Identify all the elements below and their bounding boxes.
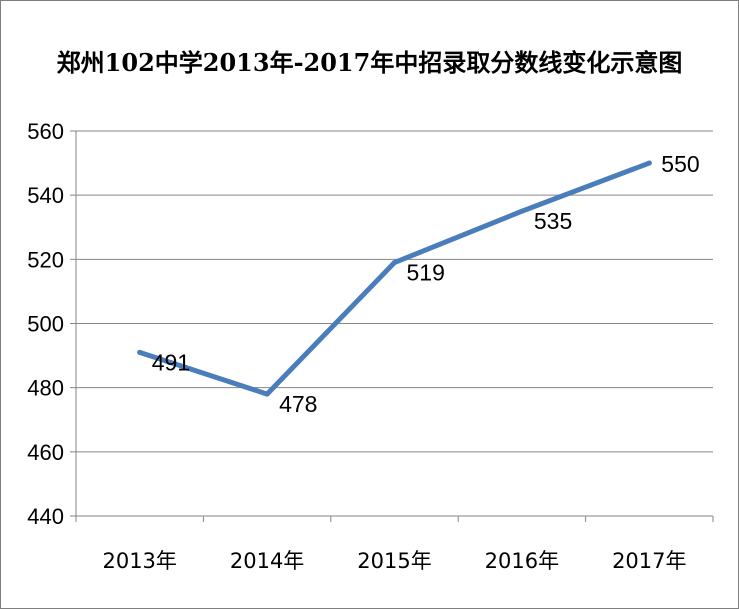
y-tick-label: 440 — [27, 504, 64, 529]
x-tick-label: 2013年 — [102, 549, 176, 573]
data-label: 519 — [407, 260, 445, 286]
chart-title: 郑州102中学2013年-2017年中招录取分数线变化示意图 — [56, 48, 683, 77]
x-tick-label: 2015年 — [357, 549, 431, 573]
y-tick-label: 560 — [27, 119, 64, 144]
series-line — [137, 160, 652, 397]
y-tick-label: 520 — [27, 247, 64, 272]
y-tick-label: 540 — [27, 183, 64, 208]
data-label: 478 — [279, 391, 317, 417]
y-tick-label: 460 — [27, 440, 64, 465]
x-tick-label: 2017年 — [612, 549, 686, 573]
data-label: 550 — [661, 151, 699, 177]
data-point — [519, 208, 525, 214]
x-tick-label: 2014年 — [230, 549, 304, 573]
data-point — [646, 160, 652, 166]
y-tick-label: 480 — [27, 376, 64, 401]
data-point — [392, 260, 397, 266]
y-tick-label: 500 — [27, 312, 64, 337]
data-point — [264, 391, 270, 397]
x-tick-label: 2016年 — [485, 549, 559, 573]
data-label: 535 — [534, 208, 572, 234]
data-label: 491 — [152, 349, 190, 375]
data-point — [137, 349, 143, 355]
